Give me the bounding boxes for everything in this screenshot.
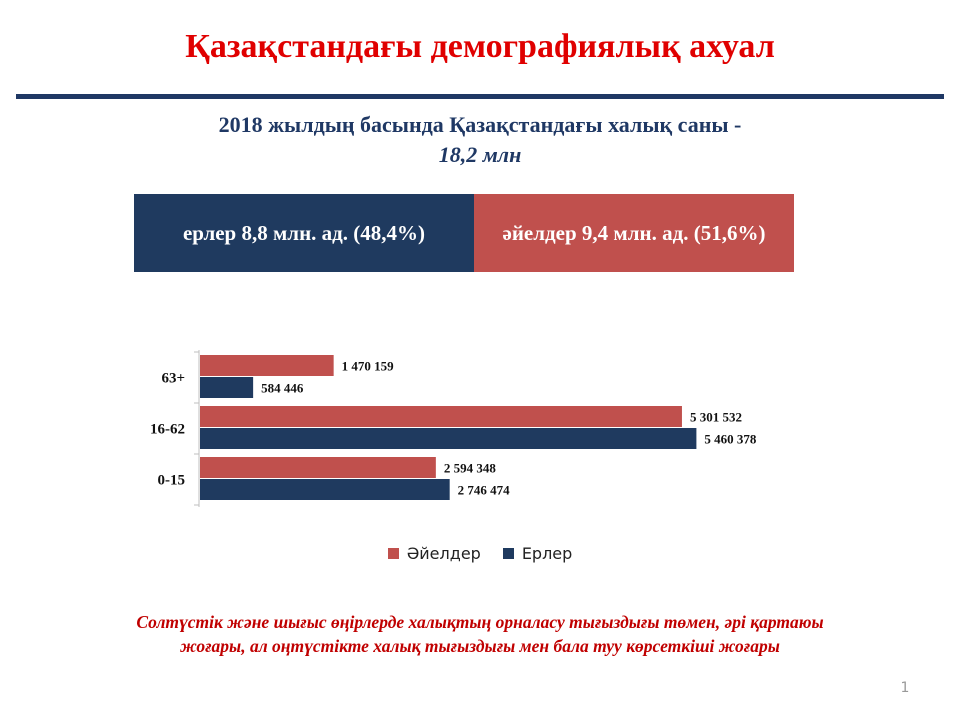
legend-label-women: Әйелдер [406,544,481,563]
subtitle-value: 18,2 млн [438,142,522,167]
category-label: 0-15 [158,473,186,489]
footer-note-line2: жоғары, ал оңтүстікте халық тығыздығы ме… [180,636,780,656]
bar-value-label: 584 446 [261,381,304,396]
bar-value-label: 2 746 474 [458,483,511,498]
chart-legend: Әйелдер Ерлер [0,544,960,563]
legend-swatch-women [387,548,399,559]
legend-item-men: Ерлер [502,544,573,563]
bar-men [200,428,697,449]
page-title: Қазақстандағы демографиялық ахуал [185,28,775,65]
legend-label-men: Ерлер [521,544,573,563]
subtitle-text: 2018 жылдың басында Қазақстандағы халық … [218,112,742,137]
title-divider [16,94,944,99]
category-label: 16-62 [150,422,185,438]
page-number: 1 [900,680,910,696]
age-group-bar-chart: 63+ 1 470 159 584 446 16-62 5 301 532 5 460 3… [150,350,757,507]
bar-value-label: 1 470 159 [342,359,395,374]
bar-men [200,479,450,500]
bar-value-label: 5 301 532 [690,410,742,425]
women-share-box: әйелдер 9,4 млн. ад. (51,6%) [474,194,794,272]
bar-value-label: 2 594 348 [444,461,497,476]
legend-item-women: Әйелдер [387,544,481,563]
men-share-label: ерлер 8,8 млн. ад. (48,4%) [182,220,426,245]
bar-women [200,457,436,478]
bar-women [200,355,334,376]
bar-men [200,377,254,398]
bar-value-label: 5 460 378 [704,432,757,447]
bar-women [200,406,682,427]
legend-swatch-men [502,548,514,559]
category-label: 63+ [161,371,185,387]
men-share-box: ерлер 8,8 млн. ад. (48,4%) [134,194,474,272]
footer-note: Солтүстік және шығыс өңірлерде халықтың … [30,610,930,658]
footer-note-line1: Солтүстік және шығыс өңірлерде халықтың … [136,612,824,632]
subtitle: 2018 жылдың басында Қазақстандағы халық … [0,110,960,170]
women-share-label: әйелдер 9,4 млн. ад. (51,6%) [502,220,766,245]
